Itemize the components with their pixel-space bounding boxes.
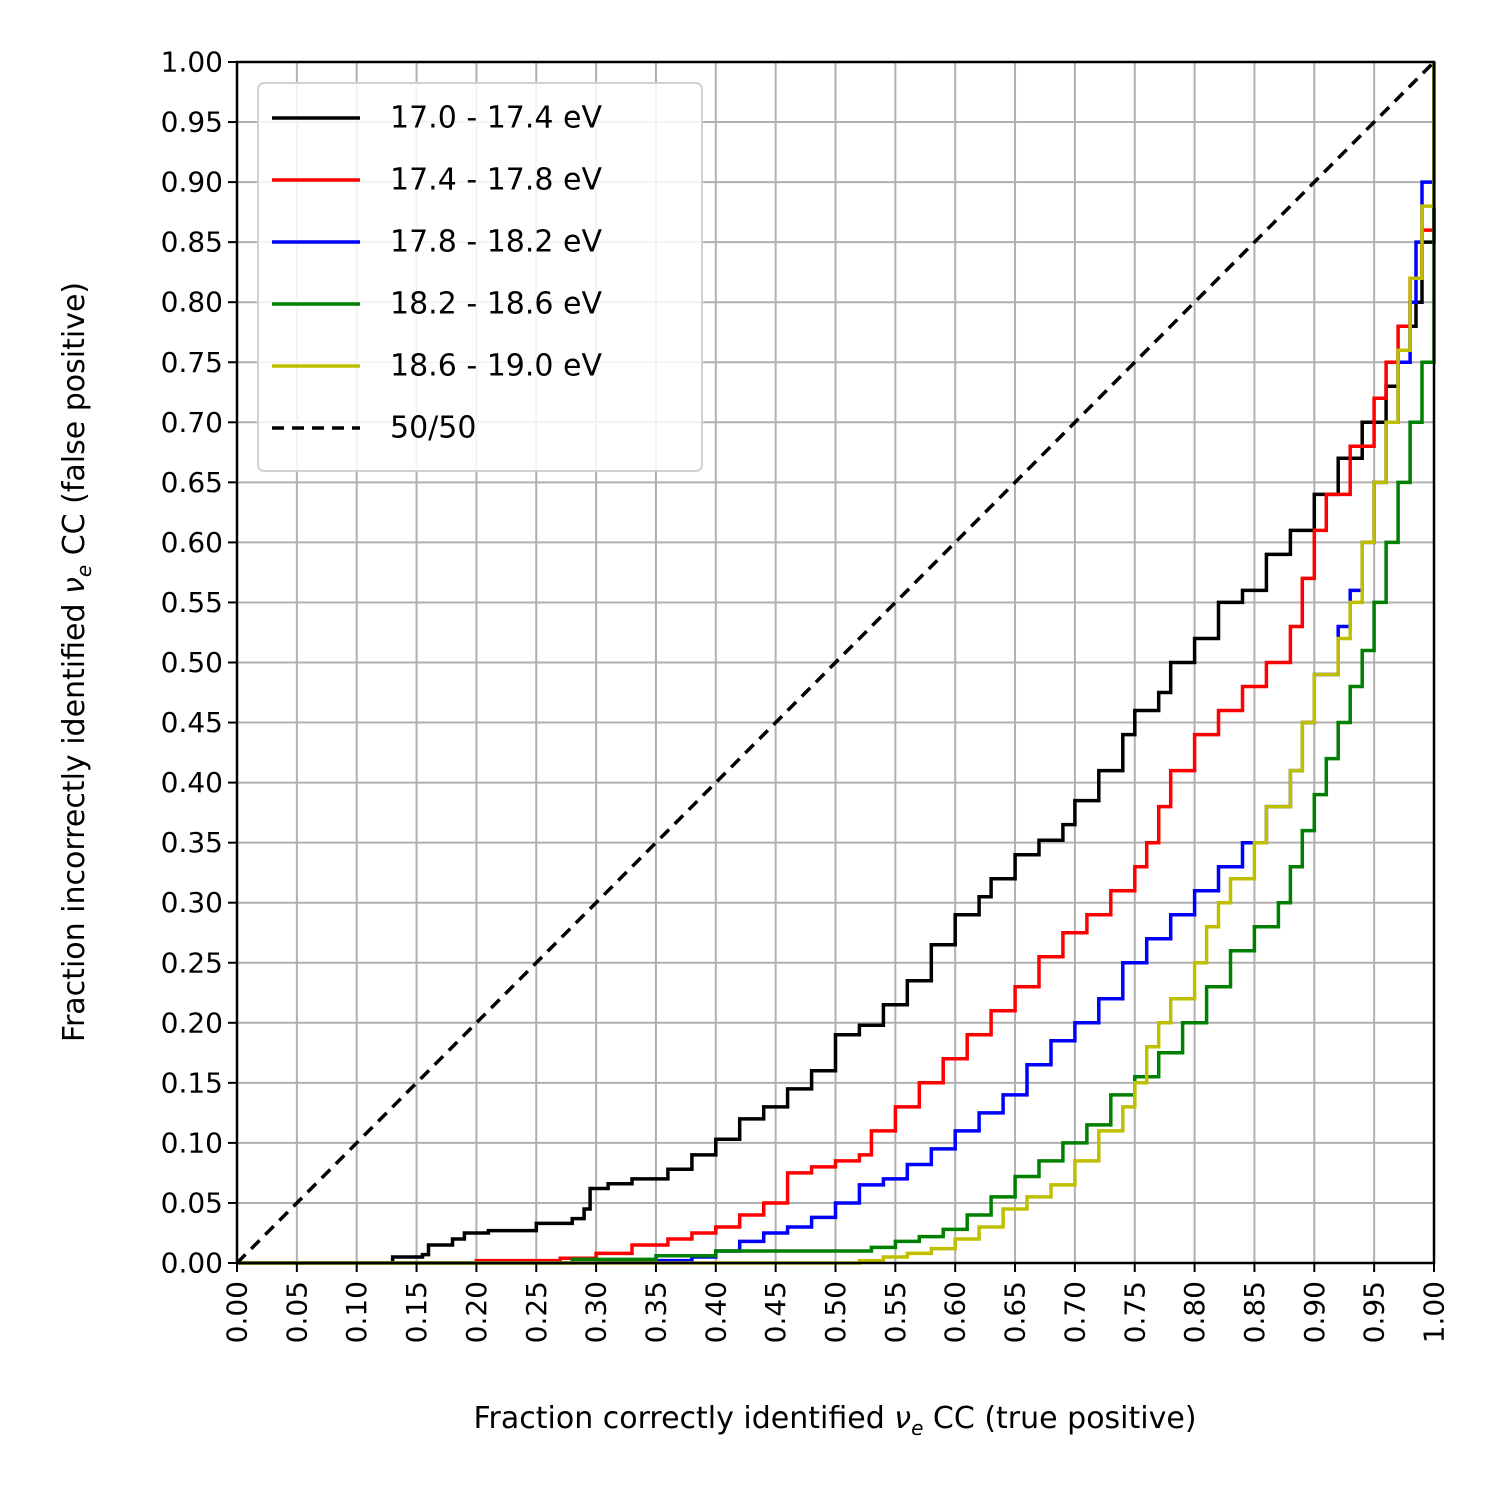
x-tick-label: 0.45: [759, 1281, 792, 1343]
legend-label-5: 50/50: [390, 411, 476, 446]
x-tick-label: 0.00: [221, 1281, 254, 1343]
y-tick-label: 0.10: [161, 1126, 223, 1159]
x-axis-label: Fraction correctly identified νe CC (tru…: [473, 1401, 1196, 1440]
y-tick-label: 0.45: [161, 706, 223, 739]
legend-box: [257, 82, 703, 472]
y-tick-label: 0.20: [161, 1006, 223, 1039]
y-tick-label: 0.35: [161, 826, 223, 859]
legend-label-4: 18.6 - 19.0 eV: [390, 349, 602, 384]
y-tick-label: 0.60: [161, 526, 223, 559]
y-tick-label: 0.55: [161, 586, 223, 619]
y-axis: 0.00 0.05 0.10 0.15 0.20 0.25 0.30 0.35 0.40 0.45…: [161, 46, 237, 1280]
y-tick-label: 0.95: [161, 106, 223, 139]
y-tick-label: 0.40: [161, 766, 223, 799]
series-line-0: [237, 62, 1436, 1265]
x-tick-label: 0.20: [460, 1281, 493, 1343]
x-tick-label: 0.10: [340, 1281, 373, 1343]
legend-label-1: 17.4 - 17.8 eV: [390, 163, 602, 198]
x-tick-label: 0.35: [639, 1281, 672, 1343]
x-tick-label: 0.85: [1238, 1281, 1271, 1343]
x-tick-label: 1.00: [1418, 1281, 1451, 1343]
x-tick-label: 0.05: [280, 1281, 313, 1343]
x-tick-label: 0.70: [1058, 1281, 1091, 1343]
x-tick-label: 0.15: [400, 1281, 433, 1343]
y-tick-label: 0.70: [161, 406, 223, 439]
x-tick-label: 0.75: [1118, 1281, 1151, 1343]
series-line-1: [237, 62, 1436, 1265]
y-tick-label: 0.80: [161, 286, 223, 319]
y-axis-label: Fraction incorrectly identified νe CC (f…: [57, 282, 96, 1042]
series-line-5: [235, 60, 1436, 1265]
y-tick-label: 1.00: [161, 46, 223, 79]
x-tick-label: 0.40: [699, 1281, 732, 1343]
legend-label-3: 18.2 - 18.6 eV: [390, 287, 602, 322]
legend-label-2: 17.8 - 18.2 eV: [390, 225, 602, 260]
legend-label-0: 17.0 - 17.4 eV: [390, 101, 602, 136]
y-tick-label: 0.50: [161, 646, 223, 679]
y-tick-label: 0.00: [161, 1247, 223, 1280]
y-tick-label: 0.05: [161, 1186, 223, 1219]
legend: 17.0 - 17.4 eV 17.4 - 17.8 eV 17.8 - 18.2 …: [257, 82, 703, 472]
y-tick-label: 0.75: [161, 346, 223, 379]
y-tick-label: 0.65: [161, 466, 223, 499]
x-tick-label: 0.30: [580, 1281, 613, 1343]
x-tick-label: 0.90: [1298, 1281, 1331, 1343]
x-tick-label: 0.50: [819, 1281, 852, 1343]
y-tick-label: 0.25: [161, 946, 223, 979]
x-tick-label: 0.55: [879, 1281, 912, 1343]
x-tick-label: 0.25: [520, 1281, 553, 1343]
series-layer: [235, 60, 1436, 1265]
series-line-4: [237, 62, 1436, 1265]
y-tick-label: 0.15: [161, 1066, 223, 1099]
y-tick-label: 0.30: [161, 886, 223, 919]
x-tick-label: 0.65: [999, 1281, 1032, 1343]
y-tick-label: 0.90: [161, 166, 223, 199]
x-tick-label: 0.60: [939, 1281, 972, 1343]
x-tick-label: 0.80: [1178, 1281, 1211, 1343]
y-tick-label: 0.85: [161, 226, 223, 259]
x-axis: 0.00 0.05 0.10 0.15 0.20 0.25 0.30 0.35 0.40 0.45…: [221, 1263, 1451, 1343]
series-line-3: [237, 62, 1436, 1265]
x-tick-label: 0.95: [1358, 1281, 1391, 1343]
